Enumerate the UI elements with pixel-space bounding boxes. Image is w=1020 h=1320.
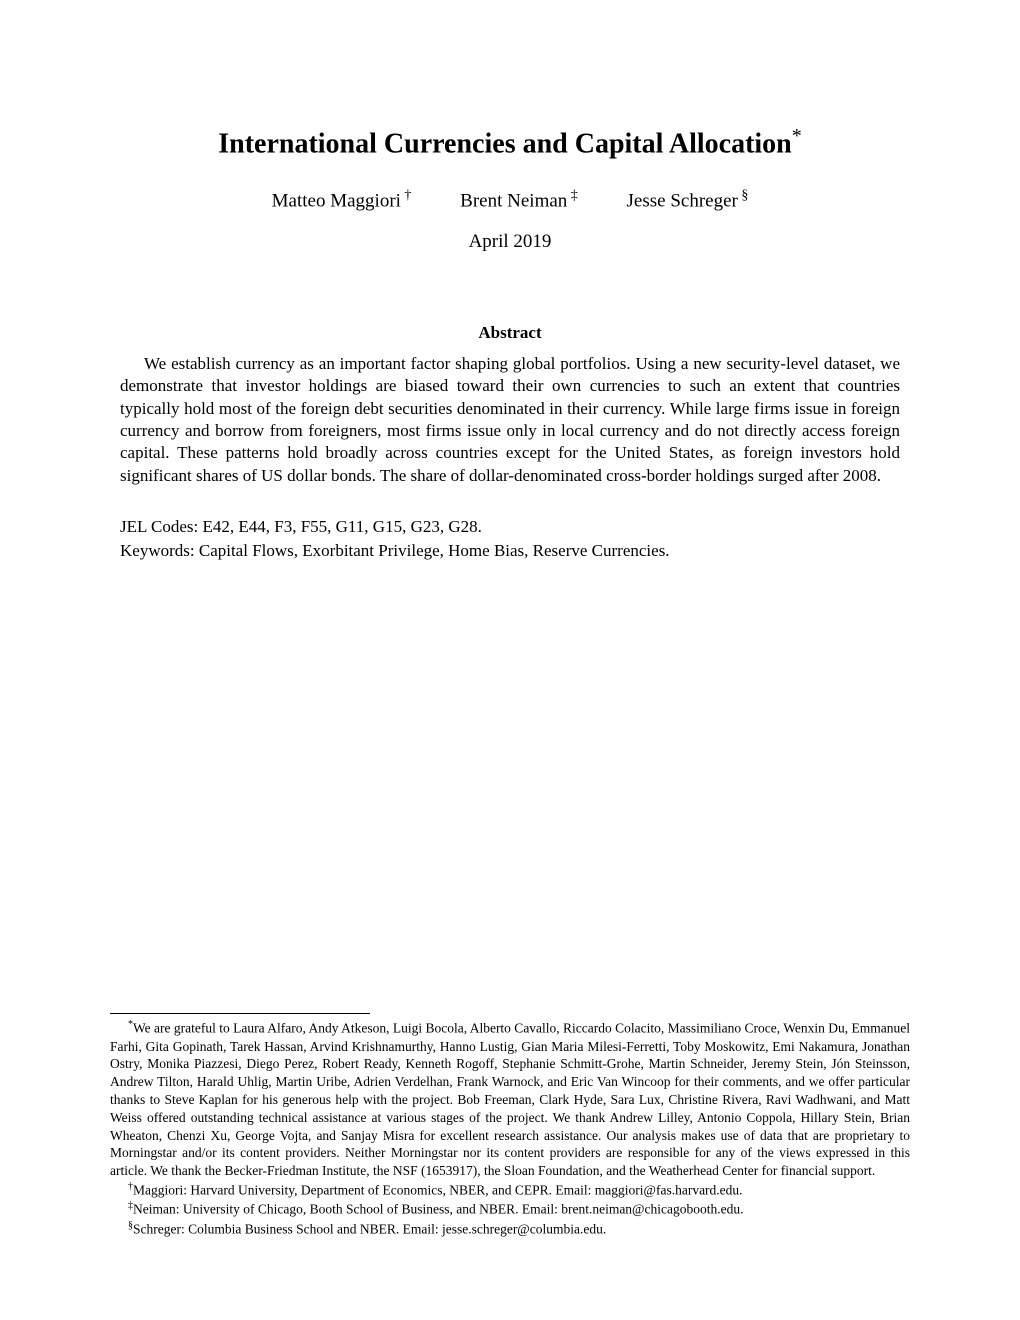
footnote-aff-1: †Maggiori: Harvard University, Departmen… [110, 1180, 910, 1199]
title-text: International Currencies and Capital All… [218, 128, 792, 159]
paper-title: International Currencies and Capital All… [110, 125, 910, 160]
author-2-marker: ‡ [571, 188, 578, 203]
author-2: Brent Neiman ‡ [460, 188, 578, 212]
footnote-aff1-text: Maggiori: Harvard University, Department… [133, 1183, 743, 1198]
footnotes-block: *We are grateful to Laura Alfaro, Andy A… [110, 1013, 910, 1238]
author-1-name: Matteo Maggiori [272, 191, 401, 212]
page-content: International Currencies and Capital All… [0, 0, 1020, 643]
paper-date: April 2019 [110, 231, 910, 253]
footnote-aff3-text: Schreger: Columbia Business School and N… [133, 1221, 606, 1236]
footnote-acknowledgments: *We are grateful to Laura Alfaro, Andy A… [110, 1018, 910, 1180]
abstract-heading: Abstract [110, 323, 910, 343]
author-2-name: Brent Neiman [460, 191, 567, 212]
jel-codes: JEL Codes: E42, E44, F3, F55, G11, G15, … [120, 515, 900, 539]
title-footnote-marker: * [792, 125, 802, 147]
footnote-ack-text: We are grateful to Laura Alfaro, Andy At… [110, 1021, 910, 1179]
footnote-aff2-text: Neiman: University of Chicago, Booth Sch… [133, 1202, 743, 1217]
footnote-aff-2: ‡Neiman: University of Chicago, Booth Sc… [110, 1199, 910, 1218]
footnote-rule [110, 1013, 370, 1014]
author-3-marker: § [741, 188, 748, 203]
authors-line: Matteo Maggiori † Brent Neiman ‡ Jesse S… [110, 188, 910, 212]
author-1-marker: † [404, 188, 411, 203]
author-1: Matteo Maggiori † [272, 188, 412, 212]
footnote-aff-3: §Schreger: Columbia Business School and … [110, 1219, 910, 1238]
author-3-name: Jesse Schreger [627, 191, 738, 212]
keywords: Keywords: Capital Flows, Exorbitant Priv… [120, 539, 900, 563]
abstract-body: We establish currency as an important fa… [120, 353, 900, 488]
jel-keywords: JEL Codes: E42, E44, F3, F55, G11, G15, … [120, 515, 900, 563]
author-3: Jesse Schreger § [627, 188, 749, 212]
